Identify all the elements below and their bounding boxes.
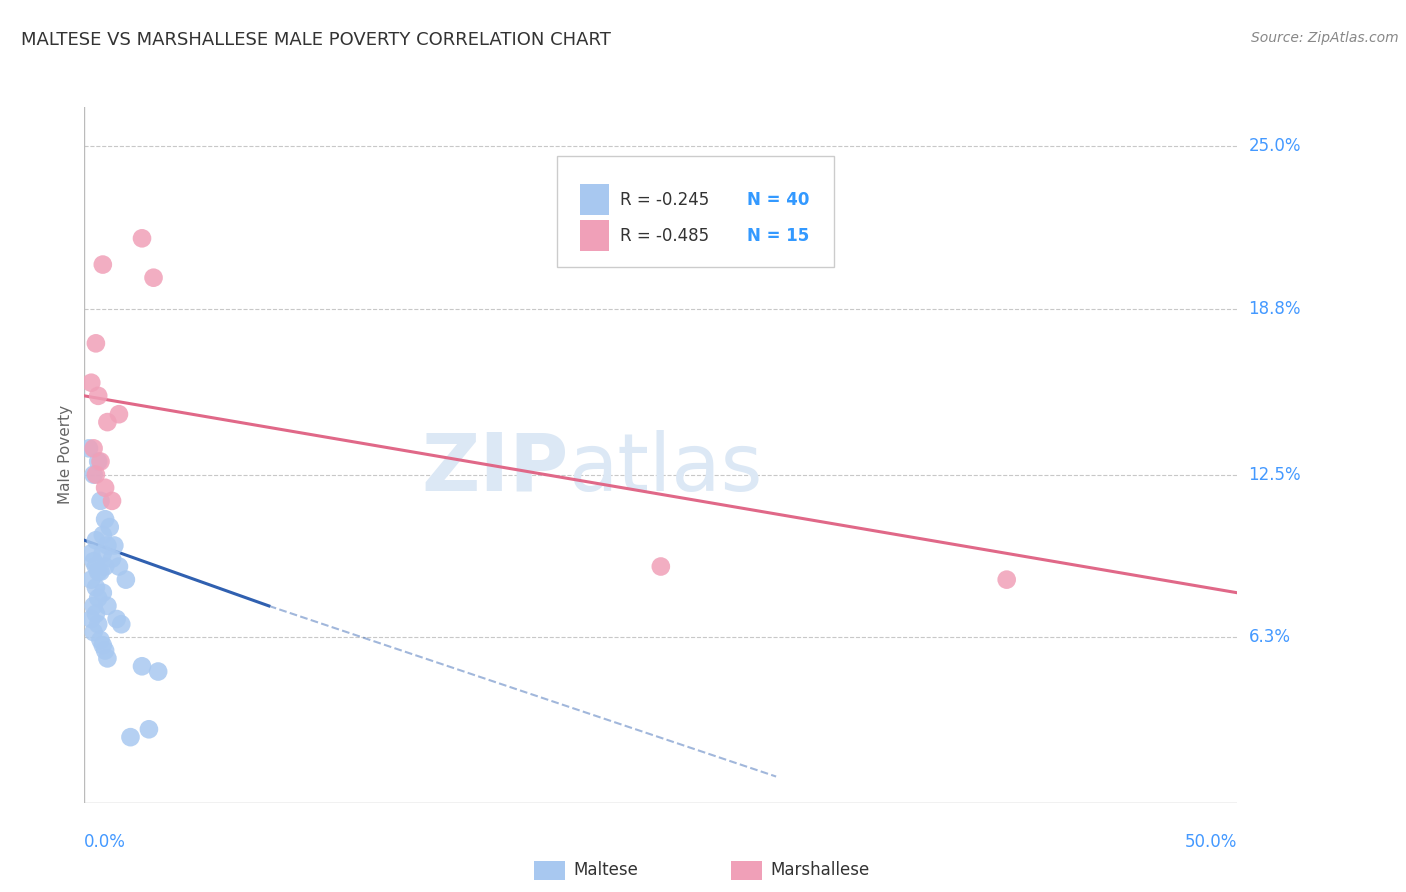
Point xyxy=(94,559,117,574)
FancyBboxPatch shape xyxy=(557,156,834,267)
Point xyxy=(96,599,118,613)
Point xyxy=(89,633,111,648)
Point xyxy=(650,559,672,574)
Point xyxy=(83,467,105,482)
Point xyxy=(80,376,103,390)
Point xyxy=(131,659,153,673)
Point xyxy=(110,617,132,632)
Point xyxy=(108,559,131,574)
Point xyxy=(87,591,110,605)
Point xyxy=(103,539,125,553)
Point xyxy=(83,625,105,640)
Text: atlas: atlas xyxy=(568,430,763,508)
Point xyxy=(80,612,103,626)
Point xyxy=(80,573,103,587)
Text: 12.5%: 12.5% xyxy=(1249,466,1301,483)
Point xyxy=(105,612,128,626)
Point xyxy=(115,573,138,587)
Text: N = 15: N = 15 xyxy=(748,227,810,244)
Point xyxy=(91,546,114,560)
Point xyxy=(87,389,110,403)
Point xyxy=(146,665,169,679)
Point xyxy=(89,454,111,468)
Point xyxy=(84,336,107,351)
Point xyxy=(83,599,105,613)
Y-axis label: Male Poverty: Male Poverty xyxy=(58,405,73,505)
Text: Source: ZipAtlas.com: Source: ZipAtlas.com xyxy=(1251,31,1399,45)
Point xyxy=(96,651,118,665)
Point xyxy=(87,454,110,468)
Text: N = 40: N = 40 xyxy=(748,191,810,209)
Point xyxy=(91,258,114,272)
Bar xyxy=(581,220,609,252)
Point xyxy=(89,565,111,579)
Text: ZIP: ZIP xyxy=(422,430,568,508)
Point xyxy=(84,581,107,595)
Point xyxy=(131,231,153,245)
Point xyxy=(138,723,160,737)
Point xyxy=(142,270,165,285)
Point xyxy=(91,528,114,542)
Point xyxy=(120,730,142,744)
Text: 25.0%: 25.0% xyxy=(1249,137,1301,155)
Bar xyxy=(581,184,609,215)
Point xyxy=(98,520,121,534)
Point xyxy=(94,643,117,657)
Text: 50.0%: 50.0% xyxy=(1185,833,1237,851)
Text: R = -0.245: R = -0.245 xyxy=(620,191,710,209)
Point xyxy=(87,565,110,579)
Point xyxy=(995,573,1018,587)
Point xyxy=(87,617,110,632)
Text: 0.0%: 0.0% xyxy=(84,833,127,851)
Text: Marshallese: Marshallese xyxy=(770,861,870,879)
Text: 18.8%: 18.8% xyxy=(1249,301,1301,318)
Text: MALTESE VS MARSHALLESE MALE POVERTY CORRELATION CHART: MALTESE VS MARSHALLESE MALE POVERTY CORR… xyxy=(21,31,612,49)
Point xyxy=(84,607,107,621)
Point xyxy=(84,533,107,548)
Point xyxy=(91,638,114,652)
Point xyxy=(84,467,107,482)
Text: R = -0.485: R = -0.485 xyxy=(620,227,710,244)
Text: Maltese: Maltese xyxy=(574,861,638,879)
Point xyxy=(83,442,105,456)
Point xyxy=(80,546,103,560)
Point xyxy=(94,481,117,495)
Point xyxy=(91,586,114,600)
Point xyxy=(96,415,118,429)
Point xyxy=(96,539,118,553)
Point xyxy=(101,551,124,566)
Point xyxy=(83,554,105,568)
Point xyxy=(84,559,107,574)
Point xyxy=(94,512,117,526)
Point xyxy=(77,442,100,456)
Point xyxy=(89,494,111,508)
Text: 6.3%: 6.3% xyxy=(1249,628,1291,647)
Point xyxy=(108,407,131,421)
Point xyxy=(101,494,124,508)
